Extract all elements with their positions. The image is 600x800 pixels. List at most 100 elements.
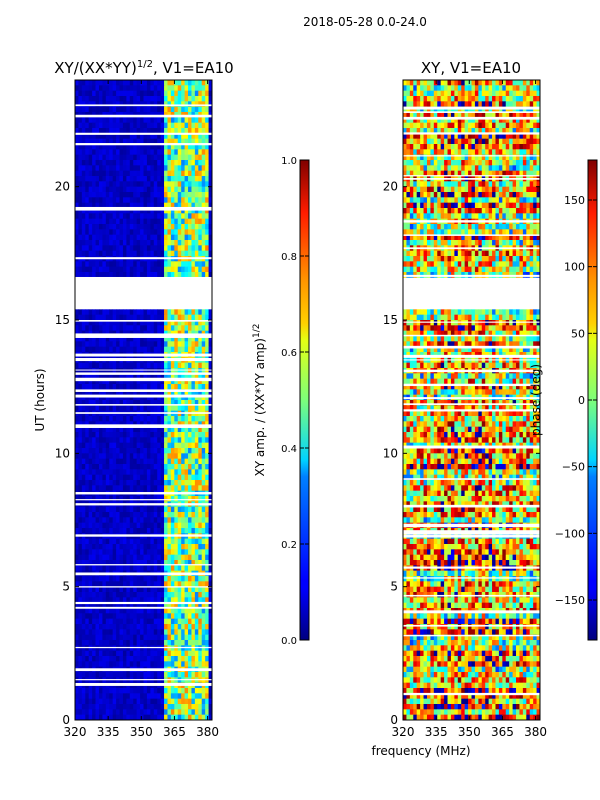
heatmap-cell <box>105 698 110 705</box>
heatmap-cell <box>205 218 209 225</box>
heatmap-cell <box>201 576 206 582</box>
heatmap-cell <box>85 506 90 513</box>
heatmap-cell <box>201 485 206 492</box>
heatmap-cell <box>105 229 110 236</box>
heatmap-cell <box>129 245 134 252</box>
heatmap-cell <box>177 106 182 113</box>
heatmap-cell <box>140 426 144 433</box>
heatmap-cell <box>160 608 165 614</box>
heatmap-cell <box>194 192 199 198</box>
heatmap-cell <box>198 618 203 625</box>
heatmap-cell <box>146 602 151 609</box>
heatmap-cell <box>112 448 117 454</box>
heatmap-cell <box>143 266 148 273</box>
flagged-row <box>75 114 212 118</box>
heatmap-cell <box>116 709 120 716</box>
heatmap-cell <box>157 224 162 230</box>
heatmap-cell <box>164 645 168 652</box>
heatmap-cell <box>122 362 127 369</box>
heatmap-cell <box>488 85 493 92</box>
heatmap-cell <box>174 154 179 161</box>
heatmap-cell <box>81 506 86 513</box>
heatmap-cell <box>140 608 144 614</box>
heatmap-cell <box>505 80 510 86</box>
heatmap-cell <box>205 592 209 598</box>
heatmap-cell <box>78 218 83 225</box>
heatmap-cell <box>194 96 199 102</box>
heatmap-cell <box>75 448 79 454</box>
heatmap-cell <box>119 368 124 374</box>
heatmap-cell <box>140 101 144 108</box>
heatmap-cell <box>88 586 93 593</box>
heatmap-cell <box>112 714 117 720</box>
heatmap-cell <box>167 394 172 401</box>
heatmap-cell <box>208 496 212 502</box>
heatmap-cell <box>188 624 192 630</box>
heatmap-cell <box>440 80 445 86</box>
heatmap-cell <box>170 453 175 460</box>
heatmap-cell <box>440 117 445 124</box>
heatmap-cell <box>201 101 206 108</box>
heatmap-cell <box>140 458 144 465</box>
heatmap-cell <box>146 506 151 513</box>
heatmap-cell <box>188 170 192 177</box>
heatmap-cell <box>75 618 79 625</box>
heatmap-cell <box>98 565 103 572</box>
heatmap-cell <box>170 608 175 614</box>
heatmap-cell <box>184 213 189 220</box>
heatmap-cell <box>167 186 172 193</box>
heatmap-cell <box>78 133 83 140</box>
heatmap-cell <box>191 101 196 108</box>
heatmap-cell <box>140 378 144 385</box>
heatmap-cell <box>153 698 158 705</box>
heatmap-cell <box>164 714 168 720</box>
heatmap-cell <box>119 549 124 556</box>
heatmap-cell <box>191 272 196 278</box>
heatmap-cell <box>194 224 199 230</box>
heatmap-cell <box>98 634 103 641</box>
heatmap-cell <box>146 485 151 492</box>
heatmap-cell <box>184 309 189 316</box>
heatmap-cell <box>188 218 192 225</box>
heatmap-cell <box>198 661 203 668</box>
heatmap-cell <box>133 378 138 385</box>
heatmap-cell <box>205 538 209 545</box>
heatmap-cell <box>126 581 131 588</box>
heatmap-cell <box>102 661 107 668</box>
heatmap-cell <box>167 474 172 481</box>
heatmap-cell <box>201 389 206 396</box>
heatmap-cell <box>140 202 144 209</box>
heatmap-cell <box>140 512 144 518</box>
heatmap-cell <box>164 485 168 492</box>
heatmap-cell <box>109 341 114 348</box>
heatmap-cell <box>157 133 162 140</box>
heatmap-cell <box>146 314 151 321</box>
heatmap-cell <box>191 192 196 198</box>
heatmap-cell <box>75 592 79 598</box>
heatmap-cell <box>153 693 158 700</box>
heatmap-cell <box>157 618 162 625</box>
heatmap-cell <box>164 554 168 561</box>
heatmap-cell <box>177 560 182 566</box>
heatmap-cell <box>177 602 182 609</box>
heatmap-cell <box>136 576 141 582</box>
heatmap-cell <box>146 197 151 204</box>
heatmap-cell <box>457 96 462 102</box>
heatmap-cell <box>146 634 151 641</box>
heatmap-cell <box>98 437 103 444</box>
heatmap-cell <box>126 624 131 630</box>
heatmap-cell <box>170 314 175 321</box>
heatmap-cell <box>88 240 93 246</box>
heatmap-cell <box>170 138 175 145</box>
heatmap-cell <box>85 208 90 214</box>
heatmap-cell <box>143 554 148 561</box>
heatmap-cell <box>160 197 165 204</box>
heatmap-cell <box>157 704 162 710</box>
heatmap-cell <box>198 224 203 230</box>
heatmap-cell <box>160 229 165 236</box>
heatmap-cell <box>205 362 209 369</box>
heatmap-cell <box>468 96 472 102</box>
heatmap-cell <box>92 714 96 720</box>
heatmap-cell <box>174 469 179 476</box>
heatmap-cell <box>98 661 103 668</box>
